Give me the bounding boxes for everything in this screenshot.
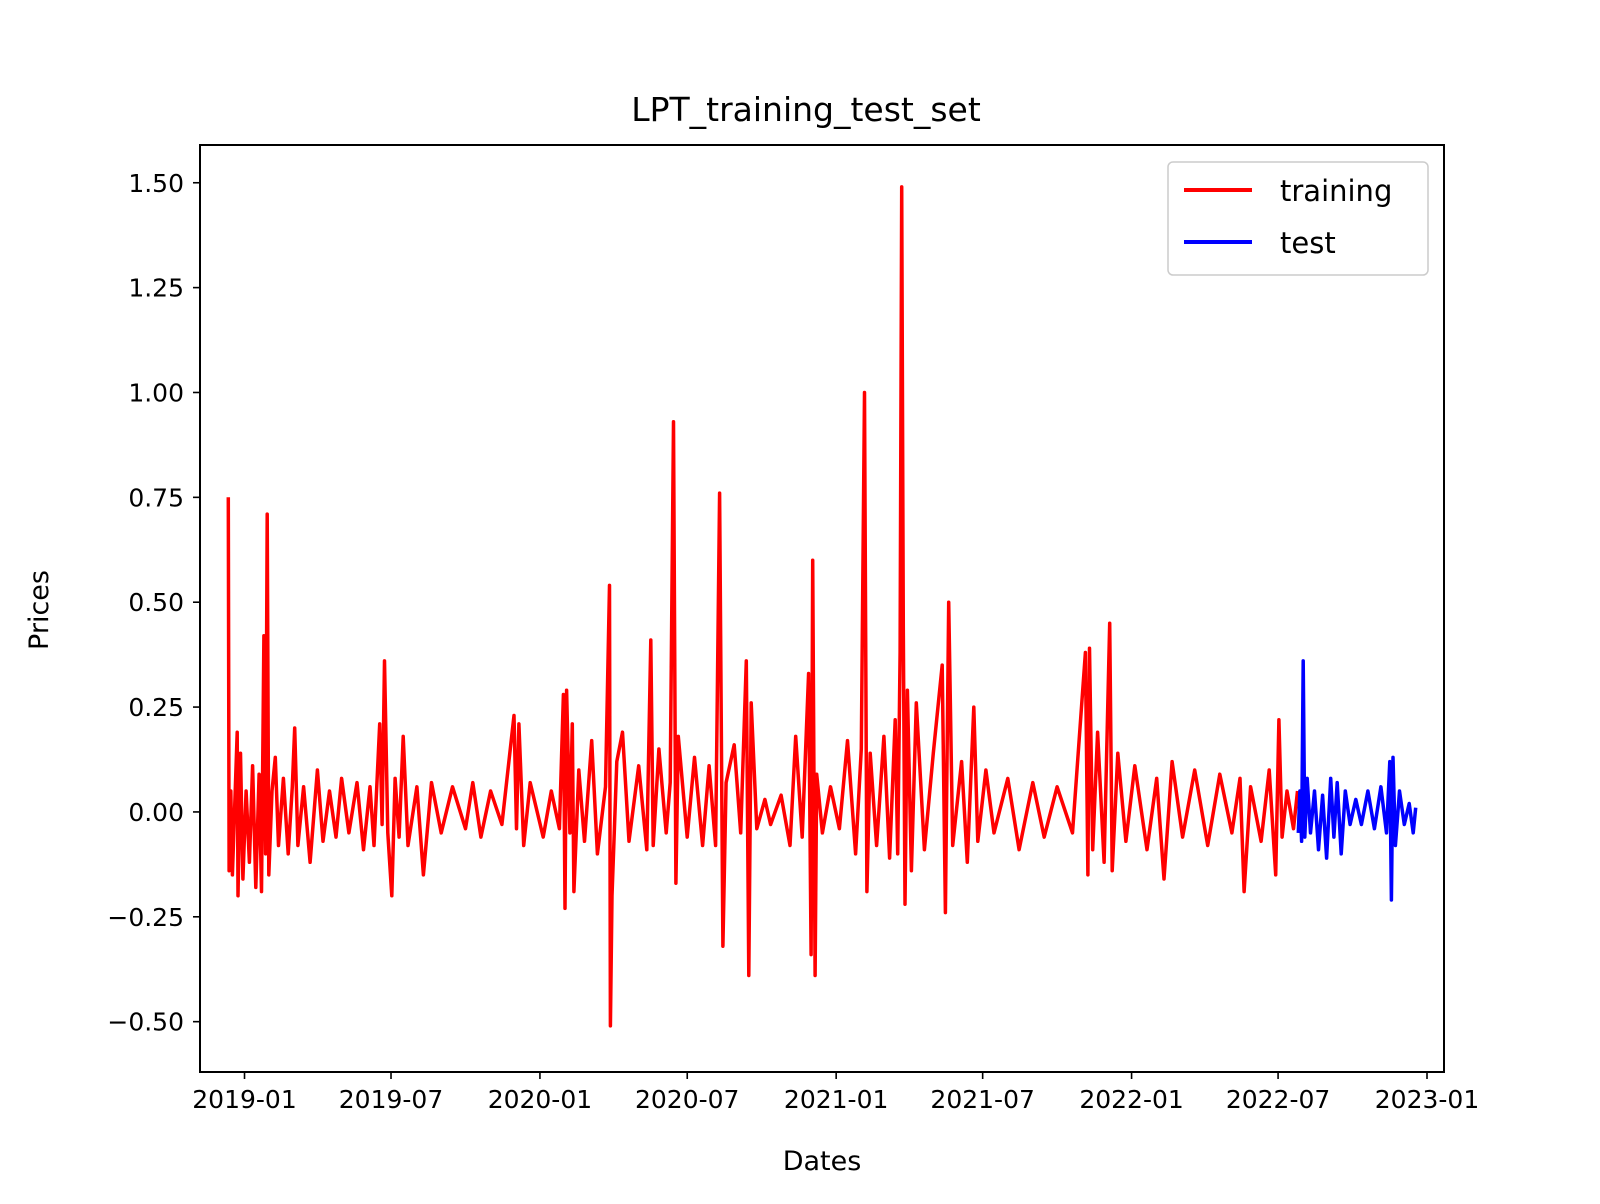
y-axis: 1.50 1.25 1.00 0.75 0.50 0.25 0.00 −0.25 −0.50 [107, 169, 200, 1037]
y-tick-label: 0.25 [128, 693, 184, 722]
legend-training-label: training [1280, 174, 1392, 208]
y-tick-label: 1.25 [128, 274, 184, 303]
x-axis: 2019-01 2019-07 2020-01 2020-07 2021-01 2021-… [192, 1072, 1479, 1114]
series-line-test [1296, 659, 1418, 902]
x-tick-label: 2022-01 [1079, 1085, 1183, 1114]
x-tick-label: 2019-07 [339, 1085, 443, 1114]
plot-frame [199, 144, 1445, 1073]
x-tick-label: 2023-01 [1375, 1085, 1479, 1114]
x-tick-label: 2021-01 [784, 1085, 888, 1114]
y-axis-label: Prices [24, 570, 55, 650]
x-tick-label: 2020-01 [488, 1085, 592, 1114]
x-tick-label: 2019-01 [192, 1085, 296, 1114]
chart-title: LPT_training_test_set [631, 90, 981, 129]
x-tick-label: 2021-07 [930, 1085, 1034, 1114]
y-tick-label: 1.00 [128, 378, 184, 407]
y-tick-label: 1.50 [128, 169, 184, 198]
x-tick-label: 2022-07 [1226, 1085, 1330, 1114]
y-tick-label: 0.00 [128, 798, 184, 827]
y-tick-label: 0.50 [128, 588, 184, 617]
x-tick-label: 2020-07 [635, 1085, 739, 1114]
y-tick-label: 0.75 [128, 483, 184, 512]
series-line-training [226, 185, 1300, 1028]
legend: training test [1167, 161, 1429, 276]
legend-test-label: test [1280, 226, 1336, 260]
x-axis-label: Dates [783, 1146, 862, 1177]
series-layer [226, 185, 1418, 1028]
y-tick-label: −0.50 [107, 1008, 184, 1037]
y-tick-label: −0.25 [107, 903, 184, 932]
